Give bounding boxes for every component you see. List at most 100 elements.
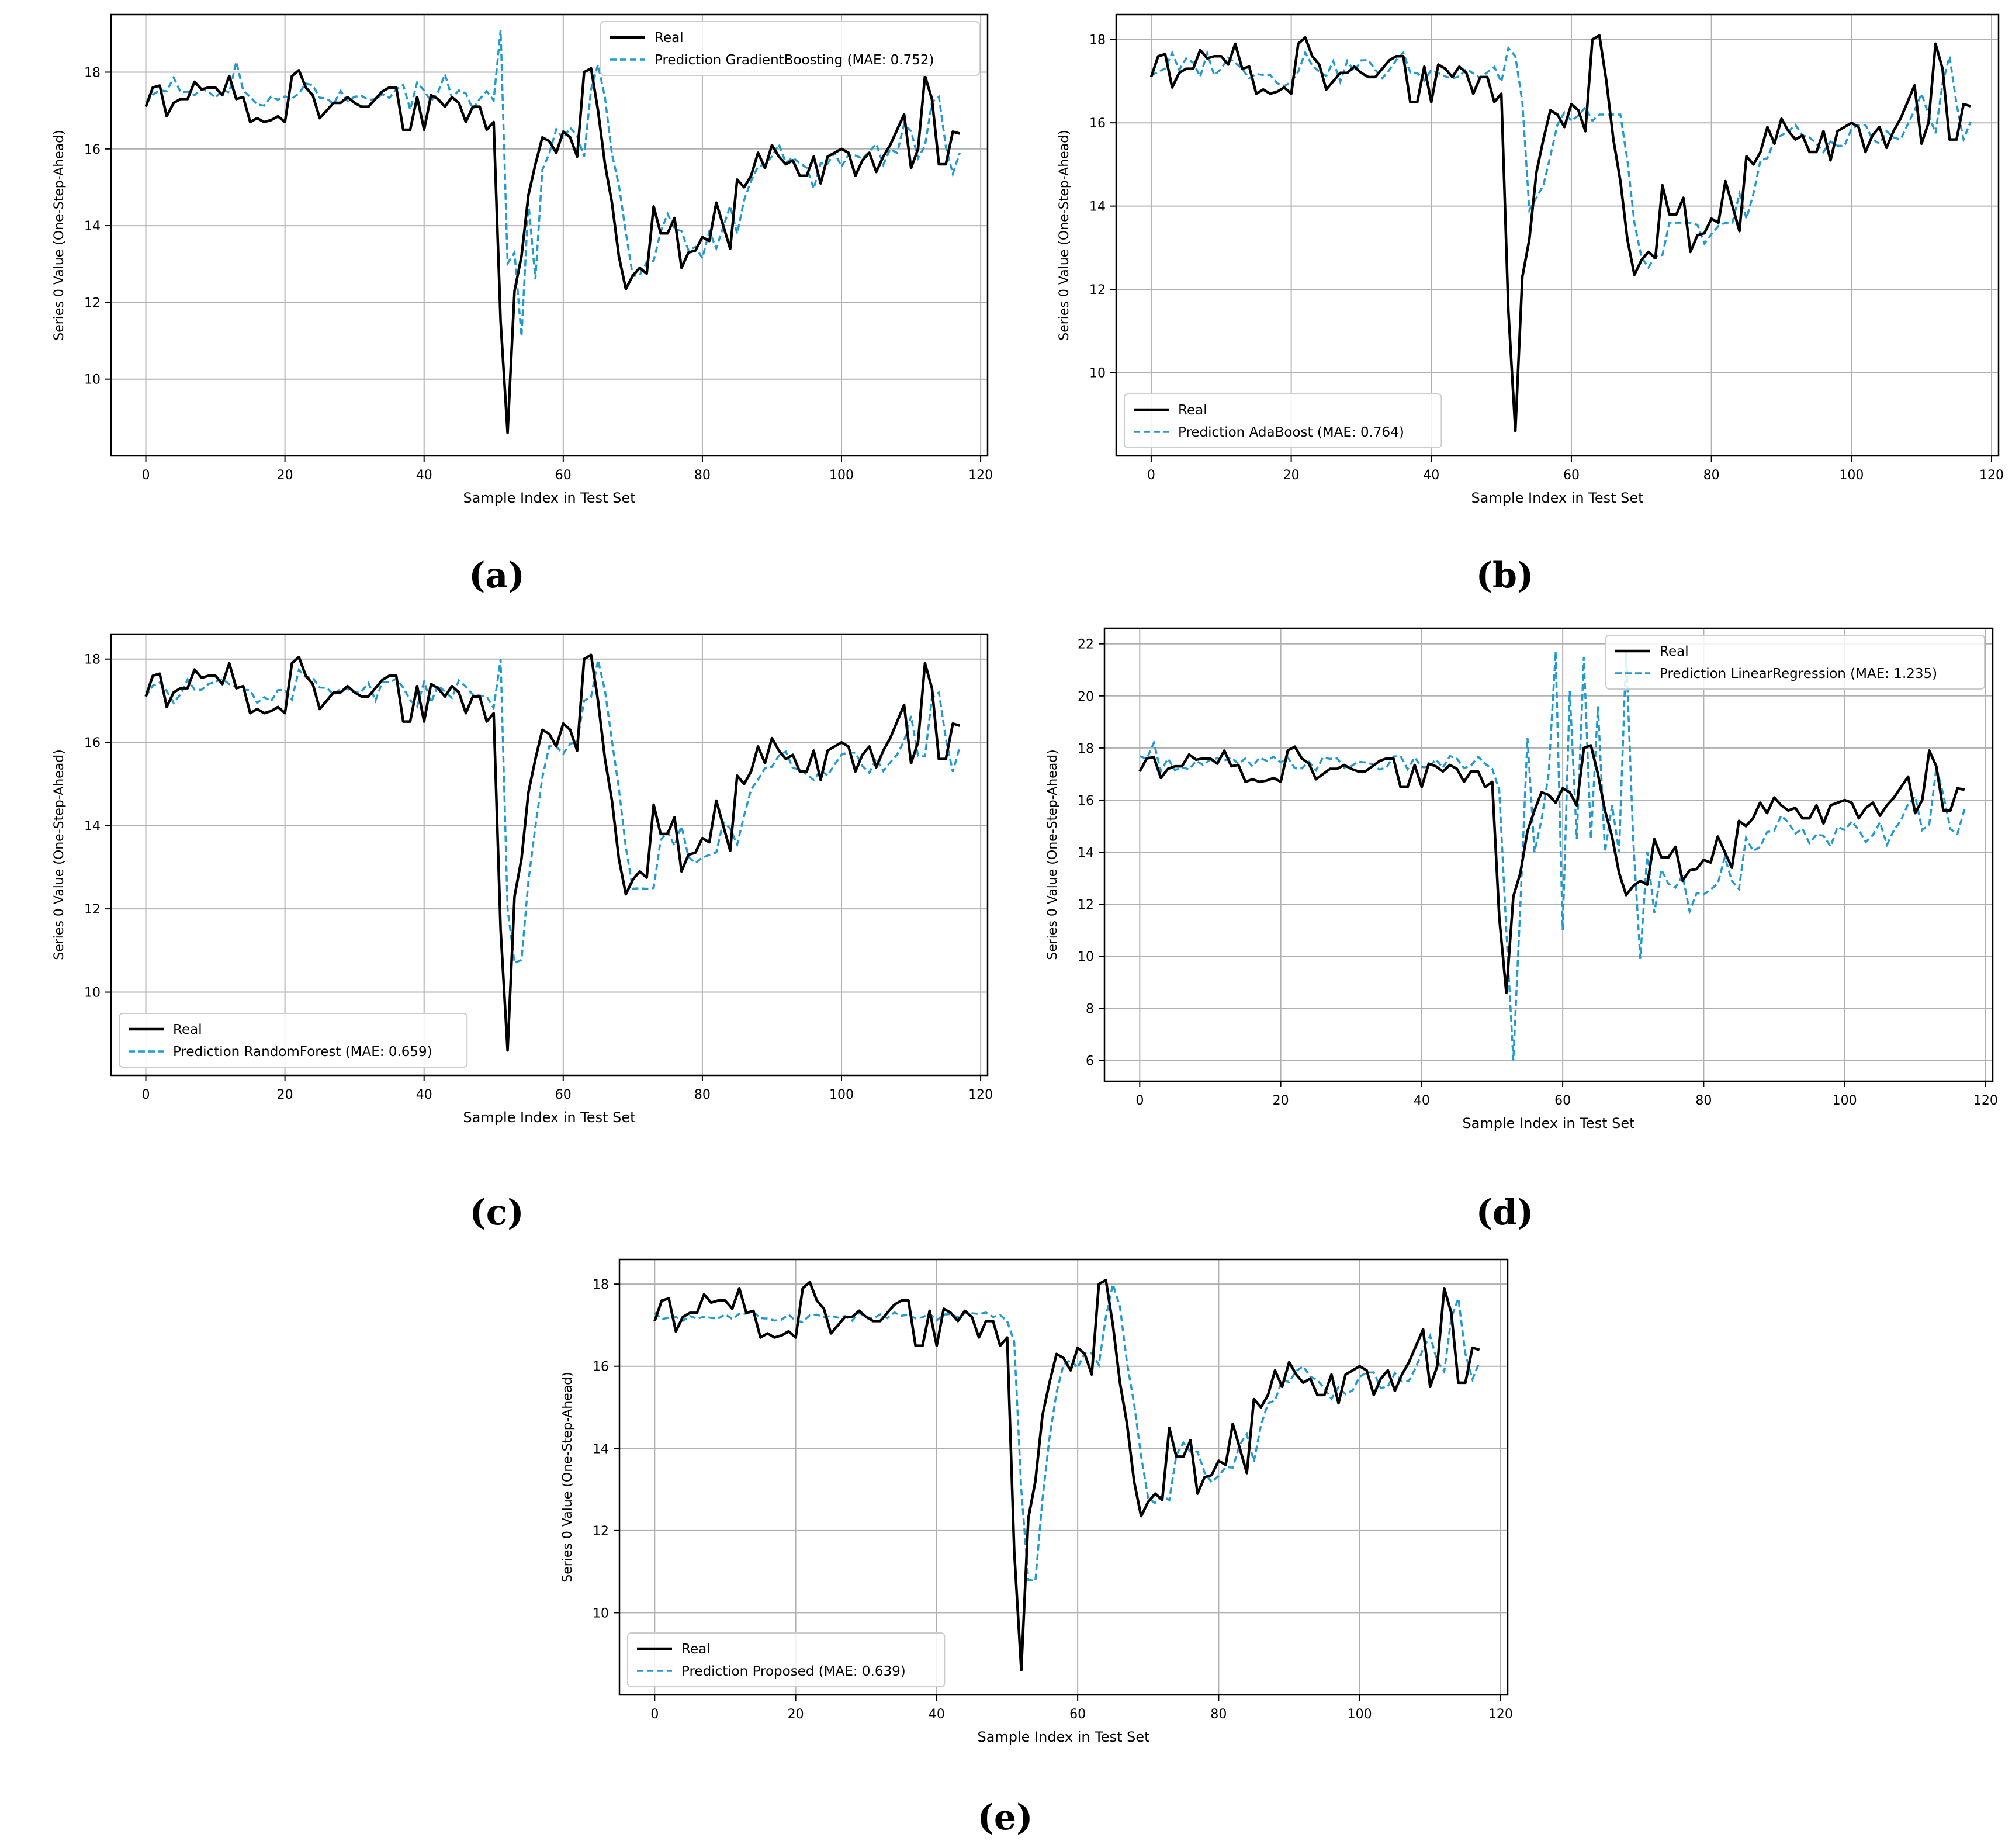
x-axis-label: Sample Index in Test Set	[1462, 1115, 1634, 1131]
y-tick-label: 18	[1089, 33, 1106, 48]
y-tick-label: 12	[84, 902, 101, 917]
y-tick-label: 14	[1078, 846, 1094, 860]
x-tick-label: 80	[1695, 1093, 1712, 1108]
y-tick-label: 12	[593, 1524, 609, 1539]
x-axis-label: Sample Index in Test Set	[463, 1109, 635, 1126]
x-tick-label: 20	[788, 1707, 804, 1722]
legend-real-label: Real	[1660, 644, 1689, 659]
x-tick-label: 100	[1839, 468, 1864, 483]
plot-frame	[618, 1258, 1509, 1696]
legend-box	[1605, 635, 1985, 690]
x-tick-label: 0	[1135, 1093, 1144, 1108]
chart-e: 0 20 40 60 80 100 120 10 12 14 16 18 Sample Index in…	[560, 1258, 1513, 1745]
y-tick-label: 12	[84, 296, 101, 310]
x-tick-label: 80	[1210, 1707, 1227, 1722]
x-tick-label: 100	[829, 1088, 854, 1102]
plot-frame	[110, 633, 989, 1077]
x-tick-label: 80	[1703, 468, 1720, 483]
x-tick-label: 20	[1283, 468, 1300, 483]
real-line	[1149, 34, 1971, 432]
prediction-line	[145, 659, 961, 965]
x-tick-label: 120	[1488, 1707, 1513, 1722]
y-tick-label: 10	[1078, 950, 1094, 964]
legend-real-label: Real	[654, 30, 684, 46]
x-tick-label: 100	[829, 468, 854, 483]
x-tick-label: 60	[555, 1088, 572, 1102]
x-tick-label: 80	[694, 468, 711, 483]
y-tick-label: 10	[84, 373, 101, 387]
y-tick-label: 18	[1078, 742, 1094, 756]
x-tick-label: 0	[142, 468, 150, 483]
y-tick-label: 16	[1089, 116, 1106, 131]
panel-label-e: (e)	[977, 1797, 1033, 1838]
y-tick-label: 14	[84, 819, 101, 834]
y-tick-label: 16	[84, 736, 101, 750]
legend-real-label: Real	[681, 1642, 711, 1657]
x-axis-label: Sample Index in Test Set	[977, 1729, 1149, 1745]
panel-label-a: (a)	[469, 555, 525, 596]
x-tick-label: 100	[1348, 1707, 1372, 1722]
panel-label-c: (c)	[469, 1192, 524, 1233]
y-tick-label: 8	[1086, 1002, 1094, 1016]
x-tick-label: 120	[1973, 1093, 1998, 1108]
x-tick-label: 60	[1069, 1707, 1086, 1722]
y-tick-label: 10	[84, 986, 101, 1001]
real-line	[653, 1278, 1480, 1672]
y-tick-label: 16	[1078, 794, 1094, 808]
chart-a: 0 20 40 60 80 100 120 10 12 14 16 18 Sample Index in…	[52, 13, 993, 506]
prediction-line	[145, 30, 961, 337]
plot-frame	[1103, 627, 1994, 1082]
x-tick-label: 40	[416, 468, 432, 483]
y-tick-label: 14	[84, 219, 101, 234]
y-tick-label: 6	[1086, 1054, 1094, 1068]
x-tick-label: 40	[416, 1088, 432, 1102]
legend-pred-label: Prediction Proposed (MAE: 0.639)	[681, 1664, 906, 1679]
legend-box	[119, 1013, 468, 1068]
y-axis-label: Series 0 Value (One-Step-Ahead)	[1045, 749, 1060, 960]
x-tick-label: 100	[1833, 1093, 1857, 1108]
y-tick-label: 18	[84, 653, 101, 667]
y-tick-label: 22	[1078, 638, 1094, 652]
real-line	[144, 67, 960, 434]
x-tick-label: 80	[694, 1088, 711, 1102]
x-tick-label: 0	[1147, 468, 1155, 483]
y-tick-label: 16	[84, 143, 101, 157]
x-tick-label: 120	[968, 468, 993, 483]
y-tick-label: 14	[1089, 200, 1106, 214]
legend-box	[1124, 393, 1442, 448]
y-tick-label: 12	[1078, 898, 1094, 912]
x-tick-label: 60	[555, 468, 572, 483]
x-tick-label: 60	[1563, 468, 1580, 483]
x-tick-label: 20	[277, 468, 293, 483]
x-tick-label: 40	[1414, 1093, 1430, 1108]
chart-c: 0 20 40 60 80 100 120 10 12 14 16 18 Sample Index in…	[52, 633, 993, 1126]
x-tick-label: 60	[1554, 1093, 1571, 1108]
y-tick-label: 12	[1089, 283, 1106, 297]
x-tick-label: 120	[1979, 468, 2004, 483]
chart-d: 0 20 40 60 80 100 120 6 8 10 12 14 16 18 20 22 Sample In…	[1045, 627, 1998, 1131]
legend-pred-label: Prediction GradientBoosting (MAE: 0.752)	[654, 53, 934, 68]
x-tick-label: 0	[650, 1707, 659, 1722]
panel-label-d: (d)	[1476, 1192, 1534, 1233]
y-tick-label: 20	[1078, 690, 1094, 704]
legend-box	[627, 1632, 946, 1687]
x-axis-label: Sample Index in Test Set	[1471, 490, 1643, 506]
legend-box	[600, 21, 980, 76]
legend-pred-label: Prediction RandomForest (MAE: 0.659)	[173, 1044, 432, 1060]
legend-pred-label: Prediction AdaBoost (MAE: 0.764)	[1178, 425, 1404, 440]
real-line	[1138, 744, 1965, 994]
y-tick-label: 10	[593, 1606, 609, 1621]
x-tick-label: 20	[277, 1088, 293, 1102]
y-tick-label: 18	[84, 65, 101, 80]
prediction-line	[654, 1280, 1481, 1583]
x-tick-label: 120	[968, 1088, 993, 1102]
y-axis-label: Series 0 Value (One-Step-Ahead)	[52, 749, 67, 960]
legend-pred-label: Prediction LinearRegression (MAE: 1.235)	[1660, 666, 1937, 681]
real-line	[144, 653, 961, 1052]
x-tick-label: 0	[142, 1088, 150, 1102]
plot-frame	[110, 13, 989, 457]
y-tick-label: 14	[593, 1442, 609, 1456]
panel-label-b: (b)	[1476, 555, 1534, 596]
x-tick-label: 40	[929, 1707, 945, 1722]
legend-real-label: Real	[173, 1022, 202, 1037]
